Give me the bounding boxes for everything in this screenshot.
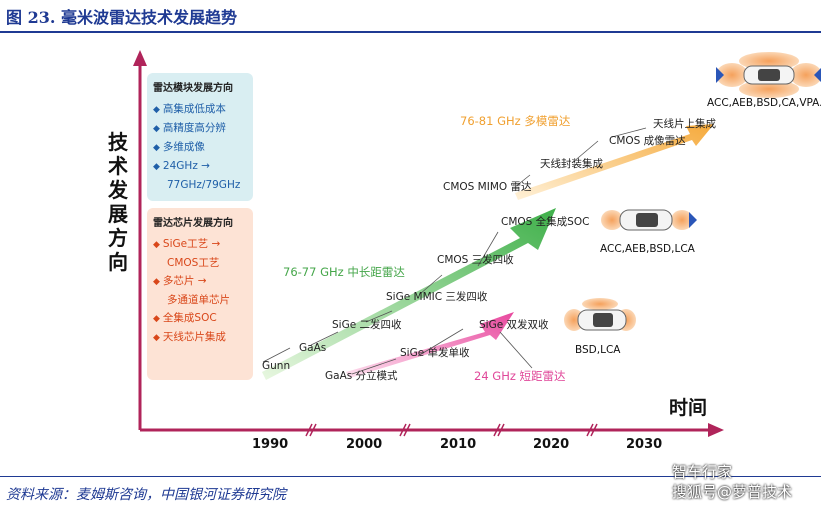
chip-item-continued: CMOS工艺 — [167, 257, 220, 269]
milestone-cmos-soc: CMOS 全集成SOC — [501, 216, 590, 228]
module-item: ◆ 高集成低成本 — [153, 103, 226, 115]
milestone-sige-single: SiGe 单发单收 — [400, 347, 470, 359]
adas-label-top: ACC,AEB,BSD,CA,VPA... — [707, 97, 821, 109]
milestone-sige-2t4r: SiGe 二发四收 — [332, 319, 402, 331]
module-item: ◆ 24GHz → — [153, 160, 210, 172]
green-trend-arrow — [262, 208, 556, 380]
module-item: ◆ 多维成像 — [153, 141, 205, 153]
module-direction-box: 雷达模块发展方向 ◆ 高集成低成本 ◆ 高精度高分辨 ◆ 多维成像 ◆ 24GHz → … — [147, 73, 253, 201]
chip-direction-box: 雷达芯片发展方向 ◆ SiGe工艺 → CMOS工艺 ◆ 多芯片 → 多通道单芯片 … — [147, 208, 253, 380]
green-arrow-label: 76-77 GHz 中长距雷达 — [283, 265, 405, 279]
source-note: 资料来源：麦姆斯咨询，中国银河证券研究院 — [6, 487, 286, 503]
chip-item-continued: 多通道单芯片 — [167, 294, 230, 306]
milestone-sige-dual: SiGe 双发双收 — [479, 319, 549, 331]
axis-break-marks — [305, 423, 598, 437]
chip-item: ◆ 天线芯片集成 — [153, 331, 226, 343]
x-tick-2030: 2030 — [626, 437, 663, 452]
x-tick-1990: 1990 — [252, 437, 289, 452]
chip-item: ◆ 全集成SOC — [153, 312, 217, 324]
pink-arrow-label: 24 GHz 短距雷达 — [474, 369, 566, 383]
car-icon-top — [716, 52, 821, 98]
watermark-line-1: 智车行家 — [672, 463, 733, 481]
footer-rule — [0, 476, 821, 477]
milestone-cmos-imaging: CMOS 成像雷达 — [609, 135, 686, 147]
chip-box-title: 雷达芯片发展方向 — [153, 218, 233, 229]
milestone-gunn: Gunn — [262, 360, 291, 372]
car-icon-middle — [601, 209, 697, 231]
milestone-sige-mmic: SiGe MMIC 三发四收 — [386, 291, 488, 303]
module-item: ◆ 高精度高分辨 — [153, 122, 226, 134]
figure-title: 图 23. 毫米波雷达技术发展趋势 — [6, 8, 237, 27]
milestone-gaas-discrete: GaAs 分立模式 — [325, 370, 398, 382]
watermark-line-2: 搜狐号@萝普技术 — [672, 483, 793, 501]
milestone-aoc: 天线片上集成 — [653, 118, 716, 130]
milestone-aip: 天线封装集成 — [540, 158, 603, 170]
adas-label-bottom: BSD,LCA — [575, 344, 621, 356]
milestone-gaas: GaAs — [299, 342, 327, 354]
y-axis-arrowhead — [133, 50, 147, 66]
x-axis-arrowhead — [708, 423, 724, 437]
x-axis-label: 时间 — [669, 397, 708, 419]
leader-lines — [262, 127, 647, 375]
x-tick-2000: 2000 — [346, 437, 383, 452]
y-axis-label: 技术发展方向 — [108, 130, 128, 274]
title-rule — [0, 31, 821, 33]
x-tick-2010: 2010 — [440, 437, 477, 452]
x-tick-2020: 2020 — [533, 437, 570, 452]
module-item-continued: 77GHz/79GHz — [167, 179, 241, 191]
chip-item: ◆ SiGe工艺 → — [153, 238, 221, 250]
orange-trend-arrow — [515, 124, 714, 200]
module-box-title: 雷达模块发展方向 — [153, 83, 233, 94]
milestone-cmos-3t4r: CMOS 三发四收 — [437, 254, 514, 266]
adas-label-middle: ACC,AEB,BSD,LCA — [600, 243, 695, 255]
chip-item: ◆ 多芯片 → — [153, 275, 207, 287]
orange-arrow-label: 76-81 GHz 多模雷达 — [460, 114, 571, 128]
milestone-cmos-mimo: CMOS MIMO 雷达 — [443, 181, 532, 193]
car-icon-bottom — [564, 298, 636, 331]
